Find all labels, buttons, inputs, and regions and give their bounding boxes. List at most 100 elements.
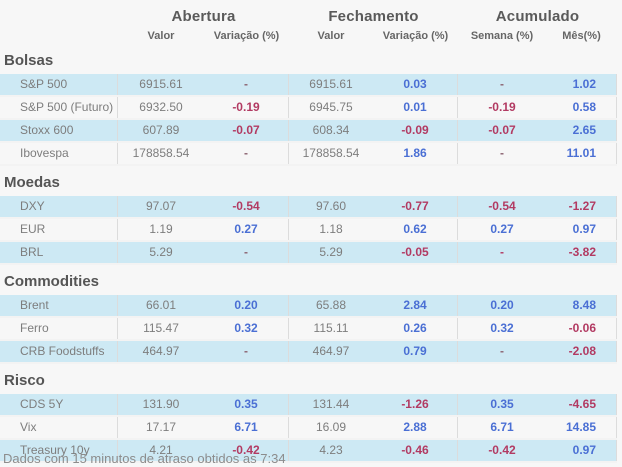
value-cell: -0.46 (373, 440, 458, 461)
value-cell: -0.06 (546, 318, 617, 339)
value-cell: 608.34 (312, 123, 350, 137)
value-cell: 464.97 (312, 344, 350, 358)
value-cell: 6.71 (490, 420, 514, 434)
instrument-label: Treasury 10y (0, 440, 118, 461)
value-cell: 8.48 (546, 295, 617, 316)
column-subheaders: Valor Variação (%) Valor Variação (%) Se… (0, 29, 617, 44)
group-header-acumulado: Acumulado (495, 8, 580, 25)
value-cell: 178858.54 (132, 146, 190, 160)
value-cell: 607.89 (142, 123, 180, 137)
value-cell: - (500, 245, 504, 259)
value-cell: 2.65 (546, 120, 617, 141)
table-row: S&P 500 6915.61 - 6915.61 0.03 - 1.02 (0, 74, 617, 97)
instrument-label: S&P 500 (Futuro) (0, 97, 118, 118)
value-cell: 464.97 (142, 344, 180, 358)
value-cell: - (204, 143, 289, 164)
value-cell: - (500, 77, 504, 91)
table-row: Ferro 115.47 0.32 115.11 0.26 0.32 -0.06 (0, 318, 617, 341)
value-cell: - (500, 146, 504, 160)
value-cell: 1.86 (373, 143, 458, 164)
instrument-label: EUR (0, 219, 118, 240)
value-cell: -0.07 (488, 123, 516, 137)
value-cell: -0.42 (204, 440, 289, 461)
value-cell: 5.29 (149, 245, 173, 259)
subheader-semana: Semana (%) (470, 30, 534, 42)
instrument-label: CDS 5Y (0, 394, 118, 415)
value-cell: -0.19 (204, 97, 289, 118)
table-row: Ibovespa 178858.54-178858.54 1.86-11.01 (0, 143, 617, 166)
instrument-label: Ibovespa (0, 143, 118, 164)
value-cell: 4.23 (319, 443, 343, 457)
value-cell: -0.42 (488, 443, 516, 457)
value-cell: 14.85 (546, 417, 617, 438)
value-cell: -0.09 (373, 120, 458, 141)
instrument-label: CRB Foodstuffs (0, 341, 118, 362)
value-cell: 0.27 (204, 219, 289, 240)
group-header-fechamento: Fechamento (328, 8, 419, 25)
value-cell: -0.77 (373, 196, 458, 217)
table-row: S&P 500 (Futuro) 6932.50 -0.19 6945.75 0.01 -… (0, 97, 617, 120)
table-header: Abertura Fechamento Acumulado Valor Vari… (0, 0, 622, 44)
value-cell: 5.29 (319, 245, 343, 259)
value-cell: - (204, 74, 289, 95)
value-cell: -0.07 (204, 120, 289, 141)
value-cell: 0.27 (490, 222, 514, 236)
value-cell: 6945.75 (309, 100, 353, 114)
value-cell: - (204, 341, 289, 362)
value-cell: 17.17 (145, 420, 177, 434)
value-cell: -1.26 (373, 394, 458, 415)
section-title-risco: Risco (4, 372, 45, 389)
group-header-abertura: Abertura (171, 8, 236, 25)
value-cell: 0.20 (490, 298, 514, 312)
table-row: CDS 5Y 131.90 0.35 131.44 -1.26 0.35 -4.65 (0, 394, 617, 417)
instrument-label: Ferro (0, 318, 118, 339)
value-cell: - (500, 344, 504, 358)
value-cell: 0.26 (373, 318, 458, 339)
section-title-moedas: Moedas (4, 174, 60, 191)
value-cell: 1.02 (546, 74, 617, 95)
value-cell: 0.01 (373, 97, 458, 118)
value-cell: 115.47 (143, 321, 179, 335)
value-cell: 0.35 (490, 397, 514, 411)
instrument-label: BRL (0, 242, 118, 263)
value-cell: 0.97 (546, 219, 617, 240)
value-cell: -0.05 (373, 242, 458, 263)
spacer (0, 29, 118, 44)
value-cell: -3.82 (546, 242, 617, 263)
spacer (0, 7, 118, 26)
value-cell: 97.60 (315, 199, 347, 213)
table-row: DXY 97.07 -0.54 97.60 -0.77 -0.54 -1.27 (0, 196, 617, 219)
value-cell: 6915.61 (309, 77, 353, 91)
value-cell: 131.44 (312, 397, 350, 411)
value-cell: 0.35 (204, 394, 289, 415)
instrument-label: Vix (0, 417, 118, 438)
value-cell: -0.54 (488, 199, 516, 213)
value-cell: 2.88 (373, 417, 458, 438)
value-cell: 0.32 (204, 318, 289, 339)
value-cell: 1.18 (319, 222, 343, 236)
value-cell: 0.03 (373, 74, 458, 95)
value-cell: 0.32 (490, 321, 514, 335)
value-cell: 0.58 (546, 97, 617, 118)
value-cell: 16.09 (315, 420, 347, 434)
value-cell: 66.01 (145, 298, 177, 312)
table-row: CRB Foodstuffs 464.97 - 464.97 0.79 - -2.08 (0, 341, 617, 364)
value-cell: -0.19 (488, 100, 516, 114)
table-row: Brent 66.01 0.20 65.88 2.84 0.20 8.48 (0, 295, 617, 318)
table-row: Treasury 10y 4.21 -0.42 4.23 -0.46 -0.42 0.97 (0, 440, 617, 463)
value-cell: 0.97 (546, 440, 617, 461)
value-cell: -4.65 (546, 394, 617, 415)
subheader-fechamento-variacao: Variação (%) (382, 30, 449, 42)
value-cell: 4.21 (149, 443, 173, 457)
column-group-headers: Abertura Fechamento Acumulado (0, 7, 617, 26)
value-cell: 0.20 (204, 295, 289, 316)
instrument-label: Stoxx 600 (0, 120, 118, 141)
instrument-label: Brent (0, 295, 118, 316)
value-cell: 6932.50 (139, 100, 183, 114)
table-row: Vix 17.17 6.71 16.09 2.88 6.71 14.85 (0, 417, 617, 440)
table-body: Bolsas S&P 500 6915.61-6915.61 0.03-1.02 S&P… (0, 52, 622, 463)
data-delay-notice: Dados com 15 minutos de atraso obtidos a… (3, 451, 286, 466)
value-cell: -1.27 (546, 196, 617, 217)
value-cell: 131.90 (142, 397, 180, 411)
